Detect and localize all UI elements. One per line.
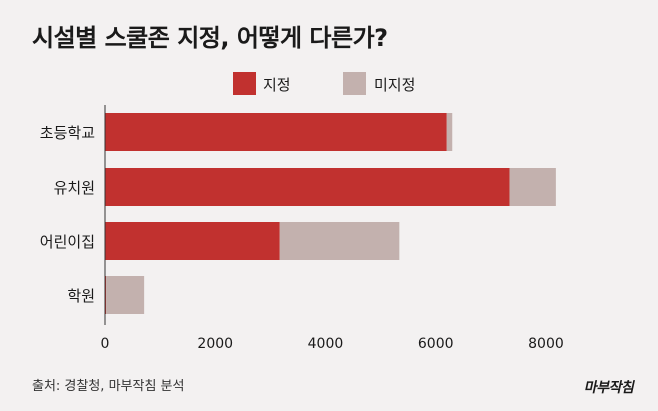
bar-undesignated-3	[106, 276, 145, 314]
legend-swatch-undesignated	[343, 72, 366, 95]
x-tick-label: 2000	[197, 336, 233, 352]
category-label: 어린이집	[40, 233, 95, 251]
category-label: 유치원	[54, 179, 95, 197]
x-tick-label: 6000	[418, 336, 454, 352]
bar-designated-2	[105, 222, 280, 260]
legend-label-undesignated: 미지정	[374, 76, 415, 94]
chart-title: 시설별 스쿨존 지정, 어떻게 다른가?	[32, 24, 388, 52]
legend: 지정 미지정	[233, 72, 415, 95]
bar-designated-3	[105, 276, 107, 314]
legend-swatch-designated	[233, 72, 256, 95]
bars-group	[105, 113, 556, 314]
x-tick-labels: 0 2000 4000 6000 8000	[101, 336, 564, 352]
bar-undesignated-2	[279, 222, 400, 260]
category-label: 학원	[67, 287, 95, 305]
x-tick-label: 0	[101, 336, 110, 352]
source-note: 출처: 경찰청, 마부작침 분석	[32, 379, 185, 394]
bar-designated-1	[105, 168, 510, 206]
bar-undesignated-0	[446, 113, 453, 151]
bar-undesignated-1	[509, 168, 556, 206]
brand-logo: 마부작침	[583, 380, 637, 396]
x-tick-label: 8000	[528, 336, 564, 352]
bar-designated-0	[105, 113, 447, 151]
legend-label-designated: 지정	[263, 76, 291, 94]
category-label: 초등학교	[40, 124, 95, 142]
x-tick-label: 4000	[308, 336, 344, 352]
